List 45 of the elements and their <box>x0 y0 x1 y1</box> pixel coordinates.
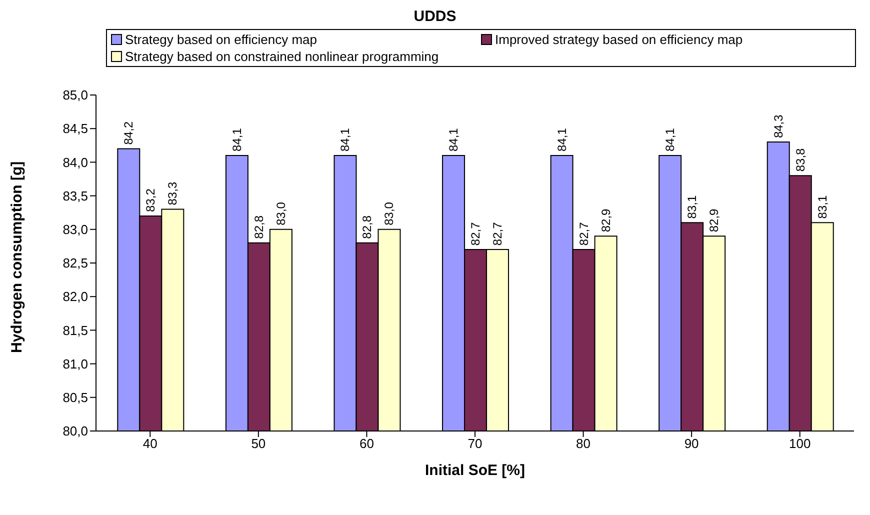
y-tick-label: 84,0 <box>62 154 88 170</box>
y-tick-label: 80,0 <box>62 424 88 439</box>
data-label: 83,8 <box>793 148 808 172</box>
y-tick-label: 85,0 <box>62 88 88 103</box>
data-label: 84,1 <box>446 128 461 152</box>
data-label: 82,7 <box>490 222 505 246</box>
x-tick-label: 70 <box>468 436 482 452</box>
data-label: 83,1 <box>685 195 700 219</box>
data-label: 83,0 <box>382 202 396 226</box>
data-label: 83,2 <box>144 188 158 212</box>
y-tick-label: 81,0 <box>62 356 88 372</box>
y-tick-label: 82,0 <box>62 289 88 304</box>
x-tick-label: 80 <box>576 436 591 452</box>
legend-label: Strategy based on efficiency map <box>125 32 317 47</box>
data-label: 84,3 <box>771 114 786 138</box>
data-label: 84,1 <box>230 128 244 152</box>
x-axis-title: Initial SoE [%] <box>424 462 526 479</box>
data-label: 82,8 <box>360 215 374 239</box>
legend-label: Improved strategy based on efficiency map <box>495 32 743 47</box>
data-label: 83,1 <box>815 195 830 219</box>
data-label: 82,9 <box>707 208 722 232</box>
data-label: 82,7 <box>468 222 483 246</box>
data-label: 84,1 <box>663 128 678 152</box>
y-tick-label: 82,5 <box>62 256 88 271</box>
y-tick-label: 84,5 <box>62 121 88 136</box>
x-tick-label: 40 <box>142 436 158 452</box>
data-label: 84,1 <box>338 128 352 152</box>
data-label: 82,9 <box>598 208 613 232</box>
y-tick-label: 81,5 <box>62 322 88 338</box>
x-tick-label: 60 <box>359 436 374 452</box>
chart-title: UDDS <box>412 8 458 25</box>
data-label: 84,1 <box>554 128 569 152</box>
data-label: 83,3 <box>166 182 180 206</box>
y-tick-label: 80,5 <box>62 390 88 406</box>
data-label: 82,7 <box>576 222 591 246</box>
data-label: 83,0 <box>274 202 288 226</box>
data-label: 82,8 <box>252 215 266 239</box>
x-tick-label: 50 <box>251 436 266 452</box>
x-tick-label: 90 <box>684 436 699 452</box>
y-axis-title: Hydrogen consumption [g] <box>8 161 26 353</box>
data-label: 84,2 <box>122 121 136 145</box>
x-tick-label: 100 <box>789 436 811 452</box>
y-tick-label: 83,5 <box>62 188 88 204</box>
legend-label: Strategy based on constrained nonlinear programming <box>125 49 439 64</box>
y-tick-label: 83,0 <box>62 222 88 238</box>
